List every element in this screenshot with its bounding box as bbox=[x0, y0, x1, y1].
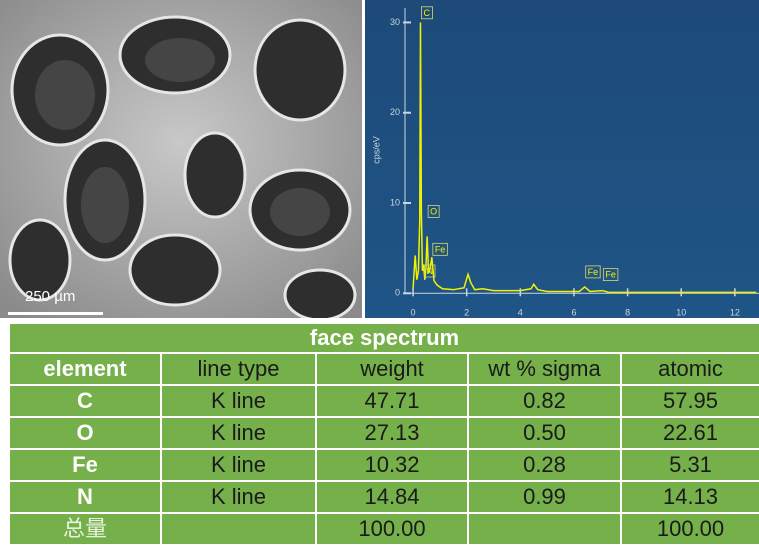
table-cell: 5.31 bbox=[619, 448, 759, 482]
sem-image: 250 µm bbox=[0, 0, 362, 318]
table-cell: 100.00 bbox=[619, 512, 759, 546]
x-tick-label: 0 bbox=[411, 308, 416, 318]
peak-label: Fe bbox=[605, 270, 616, 280]
table-cell: K line bbox=[160, 416, 317, 450]
table-cell: 10.32 bbox=[315, 448, 469, 482]
peak-label-box bbox=[602, 268, 619, 282]
table-cell bbox=[160, 512, 317, 546]
table-cell: N bbox=[8, 480, 162, 514]
spectrum-line bbox=[412, 22, 757, 294]
table-cell: Fe bbox=[8, 448, 162, 482]
data-table: face spectrum element line type weight wt %… bbox=[7, 322, 759, 546]
table-cell: K line bbox=[160, 448, 317, 482]
peak-label-box bbox=[432, 242, 448, 256]
table-cell: 0.99 bbox=[467, 480, 622, 514]
x-tick-label: 8 bbox=[625, 308, 630, 318]
column-header: wt % sigma bbox=[467, 352, 622, 386]
table-cell: 27.13 bbox=[315, 416, 469, 450]
peak-label-box bbox=[421, 6, 433, 20]
scale-bar-label: 250 µm bbox=[25, 288, 75, 305]
x-tick-label: 6 bbox=[571, 308, 576, 318]
peak-label: C bbox=[423, 8, 430, 18]
table-cell: K line bbox=[160, 384, 317, 418]
table-cell bbox=[467, 512, 622, 546]
column-header: atomic bbox=[619, 352, 759, 386]
peak-label: Fe bbox=[588, 267, 599, 277]
x-tick-label: 4 bbox=[518, 308, 523, 318]
peak-label: O bbox=[430, 206, 437, 216]
peak-label-box bbox=[424, 264, 436, 278]
y-tick-label: 30 bbox=[390, 17, 400, 27]
table-cell: 0.82 bbox=[467, 384, 622, 418]
table-cell: 57.95 bbox=[619, 384, 759, 418]
peak-label: N bbox=[427, 266, 434, 276]
spectrum-chart: cps/eV 0 10 20 30 0 2 4 6 8 10 12 C O Fe N Fe Fe bbox=[365, 0, 759, 318]
column-header: element bbox=[8, 352, 162, 386]
table-cell: C bbox=[8, 384, 162, 418]
table-row: Fe K line 10.32 0.28 5.31 bbox=[8, 448, 759, 482]
table-row: 总量 100.00 100.00 bbox=[8, 512, 759, 546]
peak-label: Fe bbox=[435, 244, 446, 254]
x-tick-label: 10 bbox=[676, 308, 686, 318]
peak-label-box bbox=[427, 205, 440, 218]
table-cell: O bbox=[8, 416, 162, 450]
peak-label-box bbox=[585, 265, 601, 279]
x-tick-label: 12 bbox=[730, 308, 740, 318]
table-cell: 0.28 bbox=[467, 448, 622, 482]
y-tick-label: 0 bbox=[395, 288, 400, 298]
x-tick-label: 2 bbox=[464, 308, 469, 318]
table-cell: 14.84 bbox=[315, 480, 469, 514]
table-cell: 总量 bbox=[8, 512, 162, 546]
column-header: weight bbox=[315, 352, 469, 386]
table-cell: K line bbox=[160, 480, 317, 514]
table-cell: 0.50 bbox=[467, 416, 622, 450]
table-cell: 47.71 bbox=[315, 384, 469, 418]
y-axis-label: cps/eV bbox=[371, 136, 381, 164]
table-cell: 100.00 bbox=[315, 512, 469, 546]
table-title: face spectrum bbox=[7, 322, 759, 354]
y-tick-label: 10 bbox=[390, 197, 400, 207]
y-tick-label: 20 bbox=[390, 107, 400, 117]
table-cell: 14.13 bbox=[619, 480, 759, 514]
column-header: line type bbox=[160, 352, 317, 386]
table-cell: 22.61 bbox=[619, 416, 759, 450]
